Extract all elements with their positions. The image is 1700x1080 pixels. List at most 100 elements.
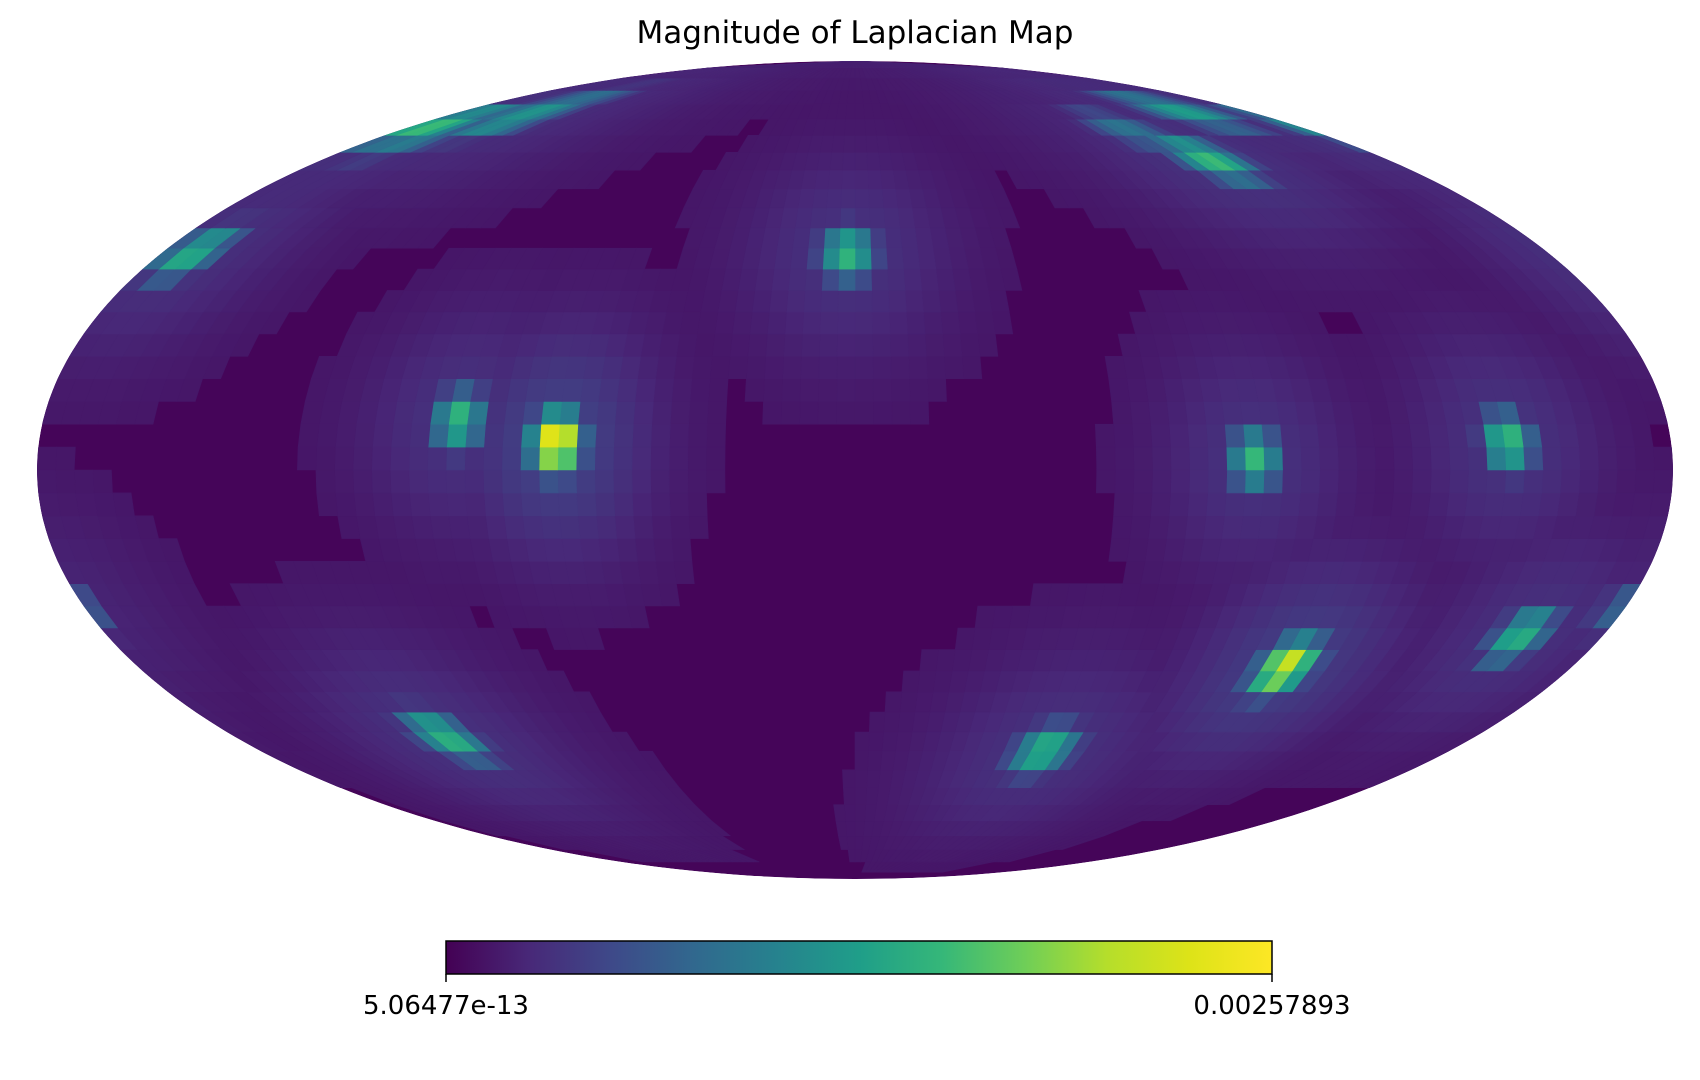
map-cell [409, 492, 431, 517]
map-cell [801, 333, 821, 357]
map-cell [1538, 492, 1561, 517]
map-cell [854, 401, 874, 425]
map-cell [501, 446, 522, 471]
map-cell [943, 355, 965, 380]
map-cell [1504, 469, 1525, 494]
map-cell [688, 515, 709, 539]
map-cell [1504, 446, 1525, 471]
map-cell [715, 152, 739, 171]
map-cell [297, 423, 320, 448]
map-cell [917, 670, 937, 693]
map-cell [337, 515, 361, 539]
map-cell [1104, 355, 1128, 380]
map-cell [897, 711, 916, 733]
map-cell [1371, 423, 1394, 448]
map-cell [926, 355, 946, 380]
map-cell [577, 515, 599, 539]
map-cell [854, 835, 864, 850]
map-cell [594, 423, 616, 448]
map-cell [1108, 538, 1131, 562]
map-cell [878, 769, 894, 789]
map-cell [576, 423, 597, 448]
map-cell [870, 268, 889, 291]
map-cell [409, 423, 431, 448]
map-cell [1411, 469, 1432, 494]
map-cell [1411, 446, 1432, 471]
map-cell [631, 423, 653, 448]
map-cell [1578, 469, 1599, 494]
map-cell [762, 401, 783, 425]
map-cell [1371, 492, 1394, 517]
map-cell [854, 135, 868, 153]
map-cell [854, 227, 871, 249]
map-cell [766, 311, 787, 335]
map-cell [1263, 469, 1283, 494]
map-cell [854, 152, 868, 171]
map-cell [446, 492, 468, 517]
map-cell [1575, 492, 1598, 517]
map-cell [1374, 446, 1395, 471]
map-cell [908, 355, 928, 380]
map-cell [576, 492, 597, 517]
map-cell [55, 469, 76, 494]
map-cell [613, 492, 634, 517]
map-cell [671, 378, 693, 402]
map-cell [957, 311, 979, 335]
map-cell [520, 423, 542, 448]
map-cell [1392, 469, 1414, 494]
map-cell [935, 649, 956, 672]
map-cell [614, 515, 636, 539]
map-cell [577, 401, 599, 425]
map-cell [1448, 469, 1469, 494]
map-cell [864, 804, 877, 822]
map-cell [838, 247, 856, 270]
map-cell [1129, 311, 1154, 335]
map-cell [1257, 515, 1281, 539]
map-cell [729, 333, 751, 357]
map-cell [1501, 492, 1524, 517]
map-cell [923, 311, 944, 335]
map-cell [1334, 492, 1357, 517]
map-cell [433, 247, 466, 270]
map-cell [352, 469, 373, 494]
map-cell [1615, 446, 1637, 471]
map-cell [771, 268, 791, 291]
map-cell [464, 446, 485, 471]
map-cell [1634, 469, 1655, 494]
map-cell [557, 469, 577, 494]
map-cell [854, 355, 874, 380]
map-cell [959, 333, 981, 357]
map-cell [765, 333, 786, 357]
map-cell [334, 446, 355, 471]
map-cell [854, 820, 865, 837]
map-cell [503, 401, 526, 425]
map-cell [824, 207, 842, 229]
map-cell [1334, 423, 1357, 448]
map-cell [842, 135, 856, 153]
map-cell [1294, 515, 1318, 539]
map-cell [466, 515, 489, 539]
map-cell [1276, 401, 1299, 425]
map-cell [1575, 423, 1598, 448]
map-cell [1408, 492, 1431, 517]
map-cell [655, 355, 677, 380]
map-cell [557, 423, 579, 448]
map-cell [901, 670, 921, 693]
map-cell [837, 268, 856, 291]
map-cell [883, 711, 901, 733]
map-cell [464, 492, 486, 517]
map-cell [1355, 469, 1376, 494]
map-cell [868, 731, 884, 752]
map-cell [1519, 423, 1543, 448]
map-cell [878, 152, 894, 171]
map-cell [845, 820, 856, 837]
map-cell [669, 423, 690, 448]
map-cell [789, 247, 809, 270]
map-cell [689, 378, 711, 402]
map-cell [942, 333, 963, 357]
map-cell [594, 469, 615, 494]
map-cell [296, 446, 318, 471]
map-cell [826, 188, 842, 209]
map-cell [538, 469, 559, 494]
map-cell [501, 469, 522, 494]
